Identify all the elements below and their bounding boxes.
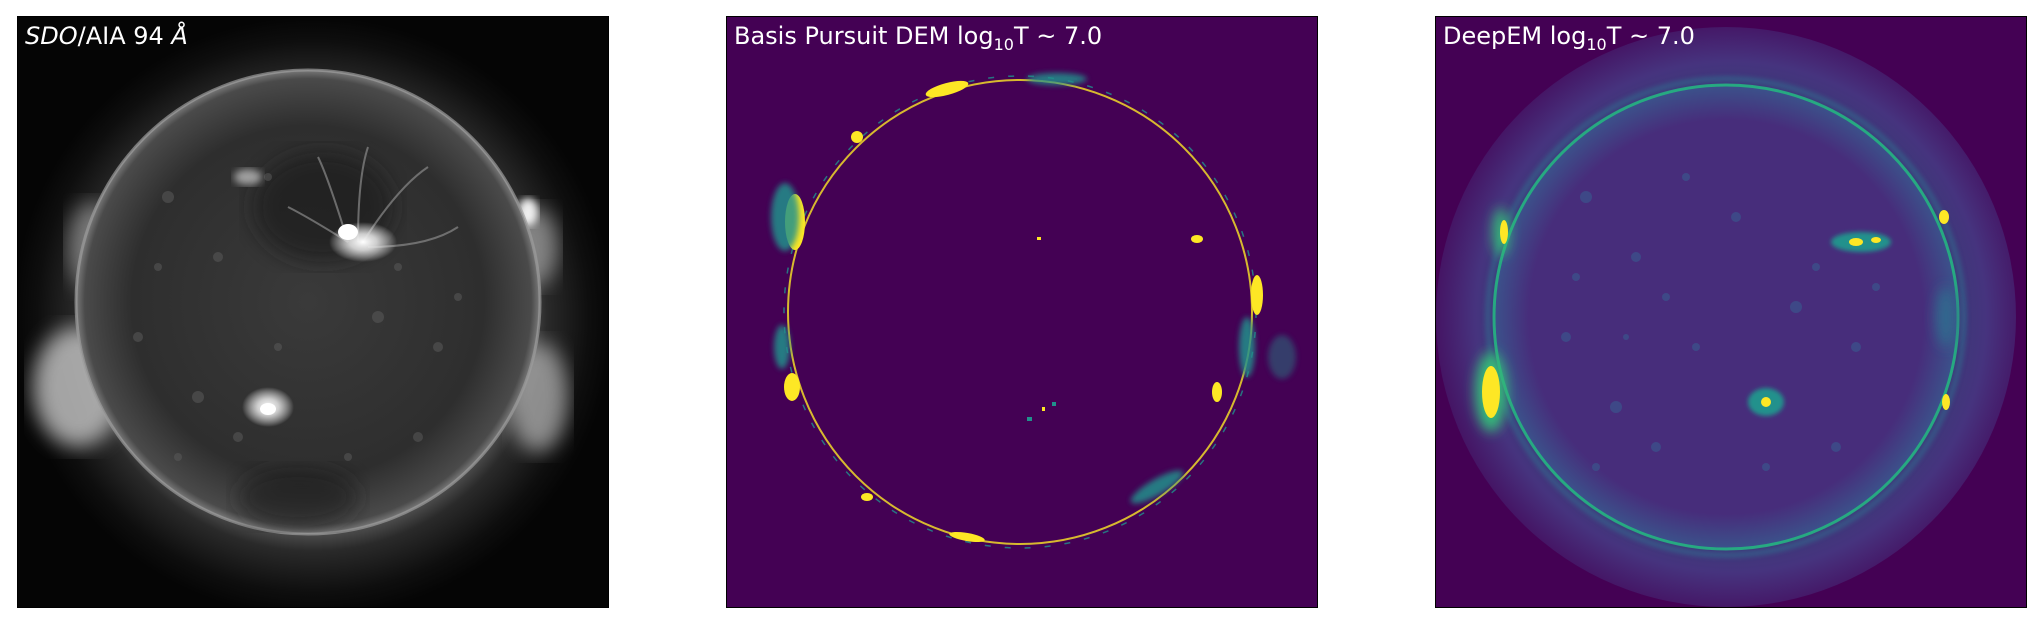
deepem-panel: DeepEM log10T ~ 7.0 bbox=[1435, 16, 2027, 608]
title-unit: Å bbox=[171, 22, 188, 50]
title-channel: /AIA 94 bbox=[77, 22, 172, 50]
basis-pursuit-dem-map bbox=[727, 17, 1317, 607]
title-suffix: T ~ 7.0 bbox=[1013, 22, 1103, 50]
basis-pursuit-dem-panel: Basis Pursuit DEM log10T ~ 7.0 bbox=[726, 16, 1318, 608]
title-subscript: 10 bbox=[993, 35, 1014, 54]
title-suffix: T ~ 7.0 bbox=[1606, 22, 1695, 50]
title-subscript: 10 bbox=[1586, 35, 1607, 54]
title-prefix: Basis Pursuit DEM log bbox=[734, 22, 994, 50]
title-instrument: SDO bbox=[25, 22, 78, 50]
title-prefix: DeepEM log bbox=[1443, 22, 1587, 50]
aia-94-sun-image bbox=[18, 17, 608, 607]
panel-title-deepem: DeepEM log10T ~ 7.0 bbox=[1443, 21, 1695, 54]
deepem-map bbox=[1436, 17, 2026, 607]
aia-94-image-panel: SDO/AIA 94 Å bbox=[17, 16, 609, 608]
panel-title-aia: SDO/AIA 94 Å bbox=[25, 21, 188, 51]
panel-title-basis-pursuit: Basis Pursuit DEM log10T ~ 7.0 bbox=[734, 21, 1102, 54]
